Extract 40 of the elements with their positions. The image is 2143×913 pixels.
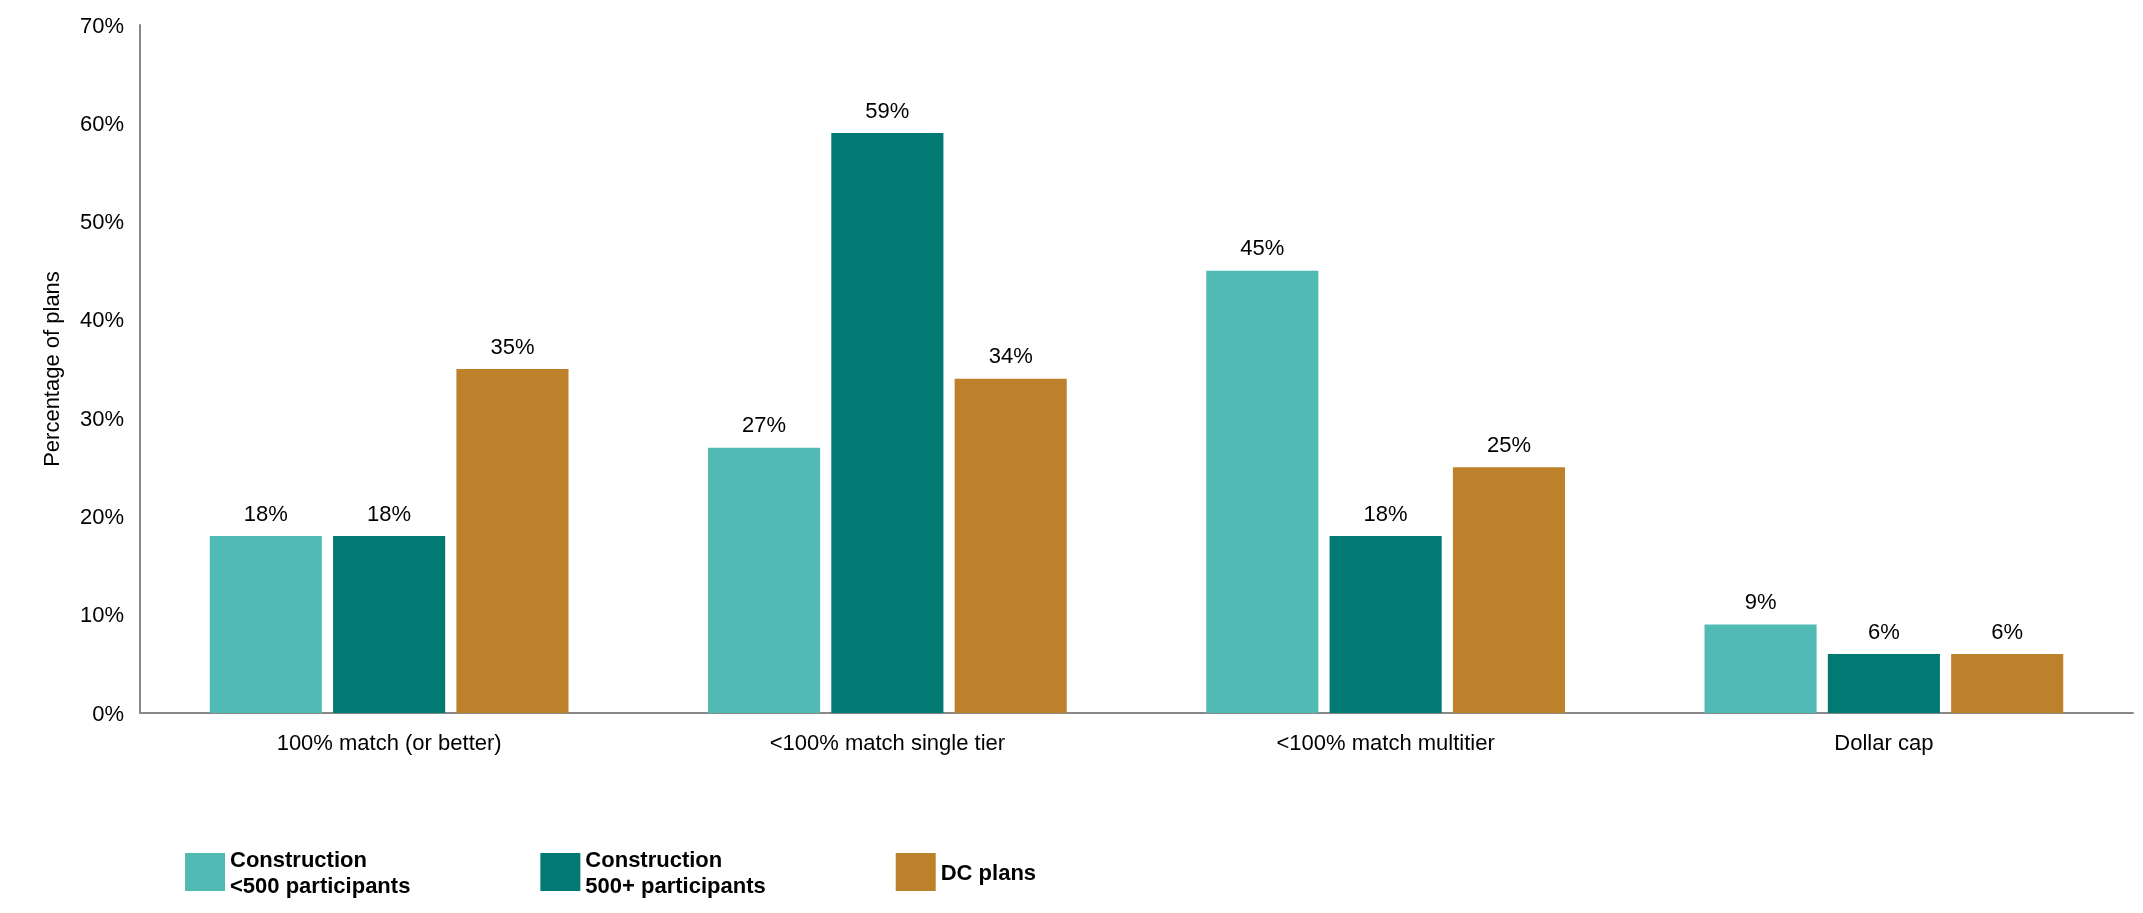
x-tick-label: <100% match single tier bbox=[769, 729, 1006, 755]
data-label: 18% bbox=[367, 500, 412, 526]
y-axis-title: Percentage of plans bbox=[38, 271, 64, 467]
data-label: 18% bbox=[1363, 500, 1408, 526]
x-tick-label: Dollar cap bbox=[1834, 729, 1934, 755]
y-tick-label: 10% bbox=[79, 602, 124, 628]
bar bbox=[1452, 467, 1565, 713]
y-tick-label: 40% bbox=[79, 307, 124, 333]
y-tick-label: 30% bbox=[79, 405, 124, 431]
data-label: 6% bbox=[1991, 618, 2024, 644]
data-label: 27% bbox=[742, 412, 787, 438]
bar bbox=[1704, 624, 1817, 713]
bar bbox=[1951, 654, 2064, 713]
bar bbox=[333, 536, 446, 713]
data-label: 34% bbox=[988, 343, 1033, 369]
y-tick-label: 60% bbox=[79, 110, 124, 136]
data-label: 9% bbox=[1744, 589, 1777, 615]
y-tick-label: 50% bbox=[79, 209, 124, 235]
bar bbox=[1329, 536, 1442, 713]
data-label: 25% bbox=[1486, 431, 1531, 457]
data-label: 59% bbox=[865, 97, 910, 123]
y-tick-label: 0% bbox=[92, 700, 124, 726]
bar bbox=[209, 536, 322, 713]
legend-label: Construction 500+ participants bbox=[585, 846, 766, 898]
bar bbox=[1206, 270, 1319, 713]
data-label: 18% bbox=[243, 500, 288, 526]
bar bbox=[708, 447, 821, 713]
bar bbox=[831, 133, 944, 713]
bar bbox=[456, 369, 569, 713]
y-tick-label: 20% bbox=[79, 503, 124, 529]
x-tick-label: 100% match (or better) bbox=[276, 729, 502, 755]
bar bbox=[954, 378, 1067, 713]
legend-label: DC plans bbox=[940, 859, 1037, 885]
legend-label: Construction <500 participants bbox=[230, 846, 411, 898]
y-tick-label: 70% bbox=[79, 12, 124, 38]
data-label: 35% bbox=[490, 333, 535, 359]
data-label: 6% bbox=[1867, 618, 1900, 644]
bar bbox=[1827, 654, 1940, 713]
data-label: 45% bbox=[1240, 235, 1285, 261]
x-tick-label: <100% match multitier bbox=[1276, 729, 1495, 755]
